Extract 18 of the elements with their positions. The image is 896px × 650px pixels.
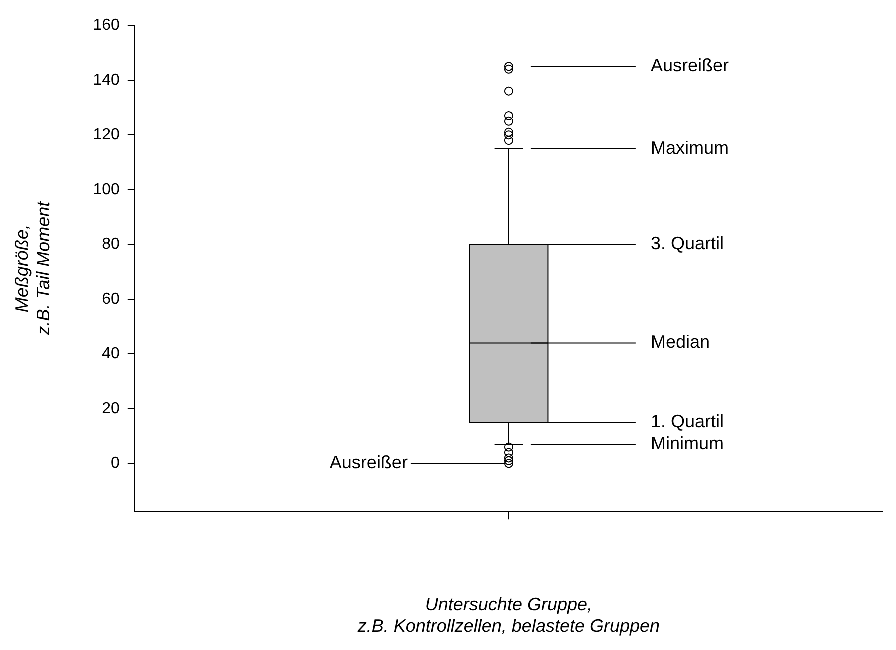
y-tick-label: 20 (102, 400, 120, 418)
x-axis-title: Untersuchte Gruppe, z.B. Kontrollzellen, belastete Gruppen (356, 594, 660, 636)
annotation: Median (650, 332, 710, 352)
y-tick-label: 160 (93, 17, 120, 34)
annotation: Maximum (650, 138, 729, 158)
y-tick-label: 0 (110, 455, 120, 472)
annotation: 1. Quartil (650, 412, 724, 432)
y-tick-label: 40 (102, 346, 120, 363)
y-tick-label: 140 (93, 72, 120, 89)
annotation: Ausreißer (330, 452, 408, 473)
annotation: Minimum (650, 433, 724, 454)
y-axis-title: Meßgröße, z.B. Tail Moment (12, 200, 54, 336)
y-tick-label: 60 (102, 290, 120, 308)
y-tick-label: 100 (93, 181, 120, 198)
y-tick-label: 120 (93, 126, 120, 144)
annotation: Ausreißer (650, 56, 729, 76)
annotation: 3. Quartil (650, 234, 724, 254)
y-tick-label: 80 (102, 236, 120, 254)
